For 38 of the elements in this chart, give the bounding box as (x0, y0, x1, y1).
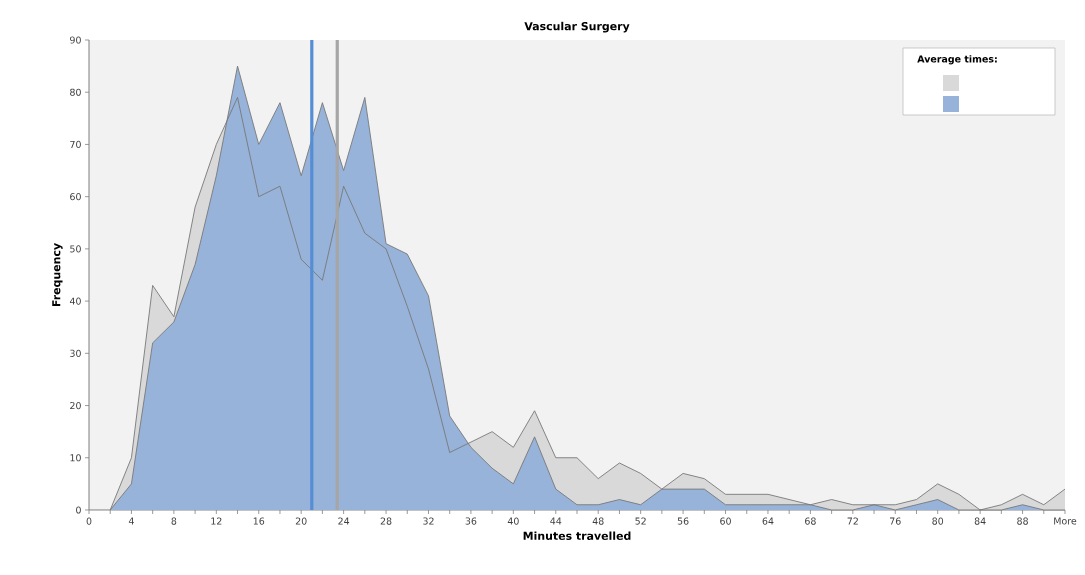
x-tick-label: 76 (890, 517, 901, 525)
x-tick-label: 68 (805, 517, 816, 525)
y-tick-label: 40 (69, 297, 81, 305)
x-tick-label: 36 (465, 517, 477, 525)
x-tick-label: 52 (635, 517, 646, 525)
legend-title: Average times: (917, 55, 997, 65)
y-tick-label: 70 (70, 140, 81, 149)
y-tick-label: 80 (70, 88, 81, 96)
y-tick-label: 10 (70, 454, 81, 462)
x-tick-label: 16 (253, 517, 265, 525)
x-tick-label: 44 (550, 517, 562, 525)
x-tick-label: 84 (974, 517, 986, 525)
y-tick-label: 20 (70, 401, 81, 410)
y-tick-label: 90 (70, 36, 81, 44)
x-tick-label: 56 (677, 517, 689, 525)
x-tick-label: 4 (128, 517, 134, 525)
x-axis-title: Minutes travelled (523, 531, 631, 540)
x-tick-label: 20 (295, 517, 307, 525)
x-tick-label: 8 (171, 517, 177, 525)
y-tick-label: 50 (70, 245, 81, 253)
x-tick-label: 72 (847, 517, 858, 525)
x-tick-label: 32 (423, 517, 434, 525)
x-tick-label: 24 (338, 517, 350, 525)
y-tick-label: 60 (70, 193, 81, 201)
x-tick-label: 40 (507, 517, 519, 525)
x-tick-label: 12 (211, 517, 222, 525)
x-tick-label: 48 (592, 517, 604, 525)
y-tick-label: 30 (70, 349, 81, 357)
x-tick-label: More (1054, 517, 1077, 525)
x-tick-label: 0 (86, 517, 92, 525)
x-tick-label: 64 (762, 517, 774, 525)
x-tick-label: 88 (1017, 517, 1028, 525)
x-tick-label: 60 (720, 517, 731, 525)
y-axis-title: Frequency (52, 243, 63, 307)
x-tick-label: 28 (380, 517, 392, 525)
x-tick-label: 80 (932, 517, 944, 525)
chart-title: Vascular Surgery (524, 21, 630, 33)
y-tick-label: 0 (76, 506, 81, 514)
